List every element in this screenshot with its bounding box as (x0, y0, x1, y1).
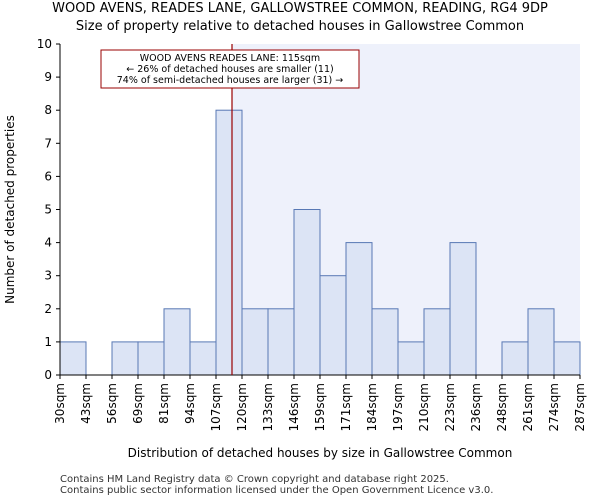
y-tick-label: 7 (44, 136, 52, 150)
y-tick-label: 10 (37, 37, 52, 51)
histogram-bar (423, 308, 451, 376)
histogram-bar (267, 308, 295, 376)
x-tick-label: 30sqm (53, 383, 67, 424)
x-tick-label: 197sqm (391, 383, 405, 431)
y-tick-label: 2 (44, 302, 52, 316)
histogram-bar (397, 341, 425, 376)
histogram-bar (345, 242, 373, 376)
histogram-bar (59, 341, 87, 376)
x-tick-label: 56sqm (105, 383, 119, 424)
histogram-bar (241, 308, 269, 376)
y-tick-label: 3 (44, 269, 52, 283)
x-tick-label: 248sqm (495, 383, 509, 431)
x-tick-label: 43sqm (79, 383, 93, 424)
x-tick-label: 236sqm (469, 383, 483, 431)
x-tick-label: 159sqm (313, 383, 327, 431)
x-tick-label: 223sqm (443, 383, 457, 431)
histogram-bar (189, 341, 217, 376)
histogram-bar (215, 109, 243, 376)
x-tick-label: 94sqm (183, 383, 197, 424)
histogram-bar (163, 308, 191, 376)
y-tick-label: 6 (44, 169, 52, 183)
chart-subtitle: Size of property relative to detached ho… (75, 19, 525, 34)
histogram-bar (553, 341, 581, 376)
x-tick-label: 69sqm (131, 383, 145, 424)
y-tick-label: 1 (44, 335, 52, 349)
x-tick-label: 274sqm (547, 383, 561, 431)
annotation-line: WOOD AVENS READES LANE: 115sqm (140, 53, 320, 64)
x-tick-label: 184sqm (365, 383, 379, 431)
histogram-bar (137, 341, 165, 376)
histogram-bar (449, 242, 477, 376)
x-tick-label: 171sqm (339, 383, 353, 431)
y-tick-label: 8 (44, 103, 52, 117)
histogram-bar (501, 341, 529, 376)
annotation-line: ← 26% of detached houses are smaller (11… (126, 64, 333, 75)
chart-title: WOOD AVENS, READES LANE, GALLOWSTREE COM… (52, 1, 548, 16)
histogram-bar (371, 308, 399, 376)
annotation-box (100, 49, 360, 89)
x-tick-label: 120sqm (235, 383, 249, 431)
x-axis-title: Distribution of detached houses by size … (128, 446, 513, 460)
histogram-bar (111, 341, 139, 376)
y-tick-label: 0 (44, 368, 52, 382)
y-axis-title: Number of detached properties (3, 115, 17, 304)
histogram-bar (319, 275, 347, 376)
x-tick-label: 107sqm (209, 383, 223, 431)
x-tick-label: 261sqm (521, 383, 535, 431)
x-tick-label: 210sqm (417, 383, 431, 431)
histogram-bar (527, 308, 555, 376)
x-tick-label: 287sqm (573, 383, 587, 431)
footer-line-1: Contains HM Land Registry data © Crown c… (60, 474, 449, 485)
x-tick-label: 133sqm (261, 383, 275, 431)
y-tick-label: 5 (44, 203, 52, 217)
annotation-line: 74% of semi-detached houses are larger (… (117, 75, 344, 86)
y-tick-label: 9 (44, 70, 52, 84)
x-tick-label: 146sqm (287, 383, 301, 431)
y-tick-label: 4 (44, 236, 52, 250)
x-tick-label: 81sqm (157, 383, 171, 424)
footer-line-2: Contains public sector information licen… (60, 485, 494, 496)
histogram-bar (293, 209, 321, 376)
